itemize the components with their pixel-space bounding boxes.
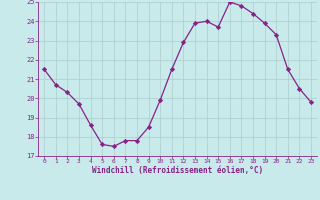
X-axis label: Windchill (Refroidissement éolien,°C): Windchill (Refroidissement éolien,°C) bbox=[92, 166, 263, 175]
